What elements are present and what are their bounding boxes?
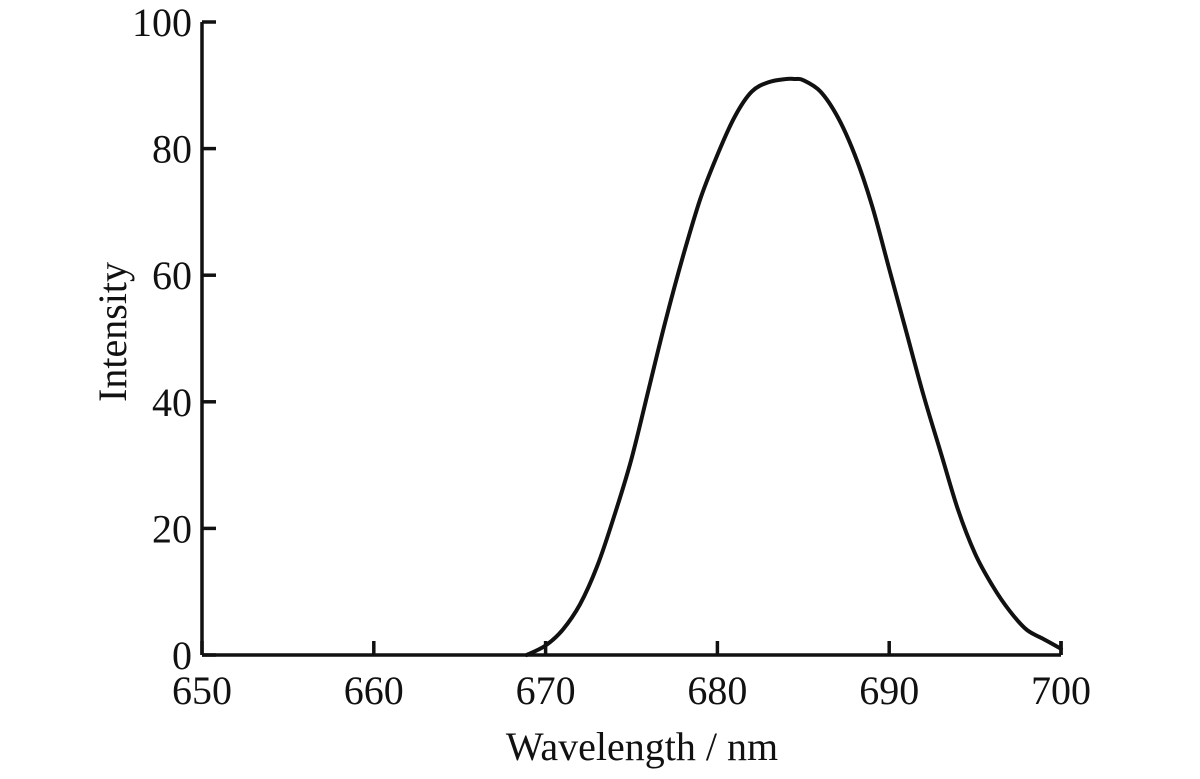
series-layer — [524, 76, 1063, 657]
series-line — [524, 76, 1063, 657]
y-tick-label: 100 — [132, 0, 192, 45]
x-tick-label: 650 — [172, 668, 232, 713]
x-axis-ticks: 650 660 670 680 690 700 — [172, 641, 1091, 713]
y-axis-title: Intensity — [90, 262, 135, 402]
x-tick-label: 670 — [516, 668, 576, 713]
x-tick-label: 700 — [1031, 668, 1091, 713]
y-tick-label: 20 — [152, 506, 192, 551]
axes — [200, 22, 1063, 657]
y-tick-label: 40 — [152, 380, 192, 425]
x-tick-label: 660 — [344, 668, 404, 713]
y-tick-label: 60 — [152, 253, 192, 298]
y-tick-label: 80 — [152, 127, 192, 172]
x-tick-label: 680 — [687, 668, 747, 713]
x-tick-label: 690 — [859, 668, 919, 713]
x-axis-title: Wavelength / nm — [506, 724, 778, 769]
y-axis-ticks: 0 20 40 60 80 100 — [132, 0, 216, 678]
y-tick-label: 0 — [172, 633, 192, 678]
